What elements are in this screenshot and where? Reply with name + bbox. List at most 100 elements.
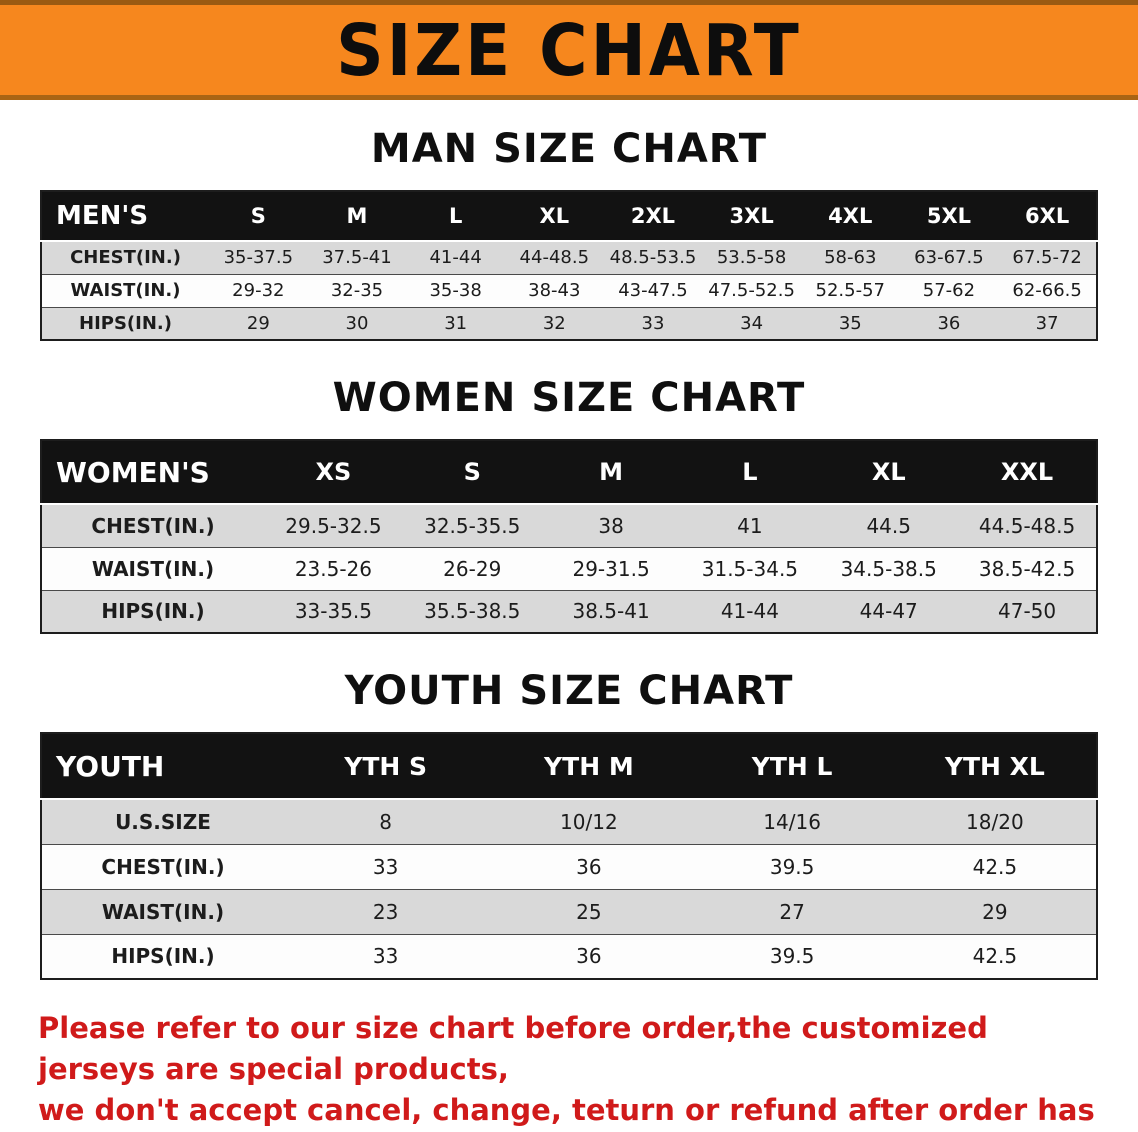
page-title: SIZE CHART (336, 8, 802, 92)
row-label-cell: HIPS(IN.) (101, 599, 205, 624)
value-cell: 38 (598, 513, 624, 538)
value-cell: 25 (576, 899, 602, 924)
size-header-cell: YTH XL (893, 733, 1097, 800)
value-cell: 14/16 (763, 809, 821, 834)
value-cell: 8 (379, 809, 392, 834)
value-cell: 38.5-41 (572, 599, 650, 624)
row-label-cell: HIPS(IN.) (79, 312, 172, 334)
value-cell: 48.5-53.5 (609, 247, 697, 269)
men-section-heading: MAN SIZE CHART (370, 126, 768, 172)
youth-size-table: YOUTH YTH S YTH M YTH L YTH XL U.S.SIZE 8 10/12… (40, 732, 1098, 980)
value-cell: 36 (576, 944, 602, 969)
size-header-cell: 3XL (702, 191, 801, 242)
table-row: CHEST(IN.) 35-37.5 37.5-41 41-44 44-48.5 48.5… (41, 241, 1097, 274)
table-row: CHEST(IN.) 33 36 39.5 42.5 (41, 844, 1097, 889)
value-cell: 23.5-26 (294, 556, 373, 581)
value-cell: 44.5 (866, 513, 911, 538)
value-cell: 35 (838, 312, 862, 334)
value-cell: 41 (737, 513, 763, 538)
size-header-cell: 6XL (998, 191, 1097, 242)
value-cell: 35-38 (429, 280, 482, 301)
row-label-cell: CHEST(IN.) (70, 247, 181, 269)
table-title-cell: WOMEN'S (41, 440, 264, 505)
table-row: WAIST(IN.) 23 25 27 29 (41, 889, 1097, 934)
women-section-heading: WOMEN SIZE CHART (332, 375, 806, 421)
value-cell: 41-44 (720, 599, 779, 624)
value-cell: 36 (937, 312, 961, 334)
women-size-table: WOMEN'S XS S M L XL XXL CHEST(IN.) 29.5-32.5 32.5… (40, 439, 1098, 634)
value-cell: 10/12 (560, 809, 618, 834)
value-cell: 29 (982, 899, 1008, 924)
row-label-cell: HIPS(IN.) (111, 944, 215, 969)
value-cell: 30 (345, 312, 369, 334)
value-cell: 34.5-38.5 (840, 556, 937, 581)
table-row: WAIST(IN.) 29-32 32-35 35-38 38-43 43-47.5 47.… (41, 274, 1097, 307)
value-cell: 31 (444, 312, 468, 334)
size-header-cell: S (402, 440, 542, 505)
row-label-cell: CHEST(IN.) (101, 854, 225, 879)
size-header-cell: M (307, 191, 407, 242)
value-cell: 44.5-48.5 (978, 513, 1076, 538)
value-cell: 23 (372, 899, 399, 924)
header-row: YOUTH YTH S YTH M YTH L YTH XL (41, 733, 1097, 800)
disclaimer-line-2: we don't accept cancel, change, teturn o… (38, 1093, 1095, 1128)
size-header-cell: L (680, 440, 820, 505)
value-cell: 47.5-52.5 (708, 280, 795, 301)
value-cell: 41-44 (429, 247, 482, 269)
table-row: CHEST(IN.) 29.5-32.5 32.5-35.5 38 41 44.5 44.5… (41, 504, 1097, 547)
header-row: WOMEN'S XS S M L XL XXL (41, 440, 1097, 505)
value-cell: 57-62 (922, 280, 976, 301)
value-cell: 33 (641, 312, 665, 334)
women-section: WOMEN SIZE CHART WOMEN'S XS S M L XL XXL CHEST(… (0, 375, 1138, 634)
value-cell: 38.5-42.5 (978, 556, 1076, 581)
value-cell: 67.5-72 (1012, 247, 1082, 269)
value-cell: 62-66.5 (1012, 280, 1082, 301)
size-header-cell: S (209, 191, 308, 242)
size-header-cell: XS (264, 440, 403, 505)
value-cell: 31.5-34.5 (701, 556, 799, 581)
row-label-cell: WAIST(IN.) (101, 899, 225, 924)
disclaimer-line-1: Please refer to our size chart before or… (38, 1011, 988, 1087)
value-cell: 38-43 (528, 280, 581, 301)
value-cell: 33-35.5 (294, 599, 373, 624)
size-header-cell: YTH L (690, 733, 894, 800)
table-row: HIPS(IN.) 29 30 31 32 33 34 35 36 37 (41, 307, 1097, 340)
value-cell: 32 (542, 312, 566, 334)
table-title-cell: YOUTH (41, 733, 284, 800)
size-header-cell: YTH M (487, 733, 691, 800)
row-label-cell: WAIST(IN.) (91, 556, 215, 581)
value-cell: 29.5-32.5 (285, 513, 382, 538)
men-size-table: MEN'S S M L XL 2XL 3XL 4XL 5XL 6XL CHEST(IN.) 35-37… (40, 190, 1098, 341)
table-row: HIPS(IN.) 33-35.5 35.5-38.5 38.5-41 41-44 44-… (41, 590, 1097, 633)
value-cell: 36 (576, 854, 602, 879)
value-cell: 44-47 (859, 599, 918, 624)
size-header-cell: XL (819, 440, 959, 505)
value-cell: 53.5-58 (716, 247, 787, 269)
value-cell: 39.5 (769, 854, 815, 879)
size-header-cell: 4XL (800, 191, 900, 242)
value-cell: 29 (246, 312, 270, 334)
size-header-cell: 2XL (603, 191, 703, 242)
size-header-cell: YTH S (284, 733, 488, 800)
value-cell: 52.5-57 (815, 280, 885, 301)
value-cell: 39.5 (769, 944, 815, 969)
value-cell: 35.5-38.5 (424, 599, 521, 624)
value-cell: 29-31.5 (572, 556, 650, 581)
value-cell: 42.5 (972, 944, 1018, 969)
value-cell: 29-32 (232, 280, 285, 301)
value-cell: 35-37.5 (223, 247, 294, 269)
value-cell: 32.5-35.5 (424, 513, 521, 538)
row-label-cell: U.S.SIZE (115, 809, 211, 834)
banner: SIZE CHART (0, 0, 1138, 100)
size-header-cell: L (406, 191, 505, 242)
youth-section: YOUTH SIZE CHART YOUTH YTH S YTH M YTH L YTH… (0, 668, 1138, 980)
value-cell: 33 (372, 944, 399, 969)
size-header-cell: 5XL (899, 191, 999, 242)
value-cell: 27 (779, 899, 805, 924)
value-cell: 37.5-41 (322, 247, 392, 269)
disclaimer: Please refer to our size chart before or… (38, 1008, 1100, 1132)
table-row: U.S.SIZE 8 10/12 14/16 18/20 (41, 799, 1097, 844)
row-label-cell: CHEST(IN.) (91, 513, 215, 538)
header-row: MEN'S S M L XL 2XL 3XL 4XL 5XL 6XL (41, 191, 1097, 242)
